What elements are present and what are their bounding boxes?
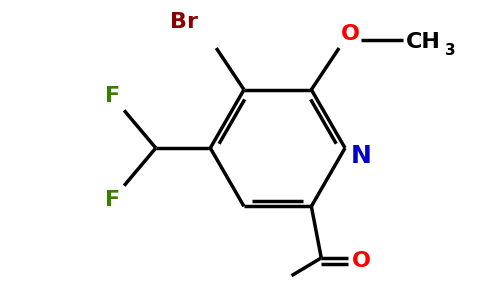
Text: Br: Br — [170, 12, 197, 32]
Text: F: F — [105, 86, 120, 106]
Text: CH: CH — [406, 32, 440, 52]
Text: F: F — [105, 190, 120, 210]
Text: 3: 3 — [445, 43, 456, 58]
Text: O: O — [341, 24, 360, 44]
Text: N: N — [351, 144, 372, 168]
Text: O: O — [352, 251, 371, 271]
